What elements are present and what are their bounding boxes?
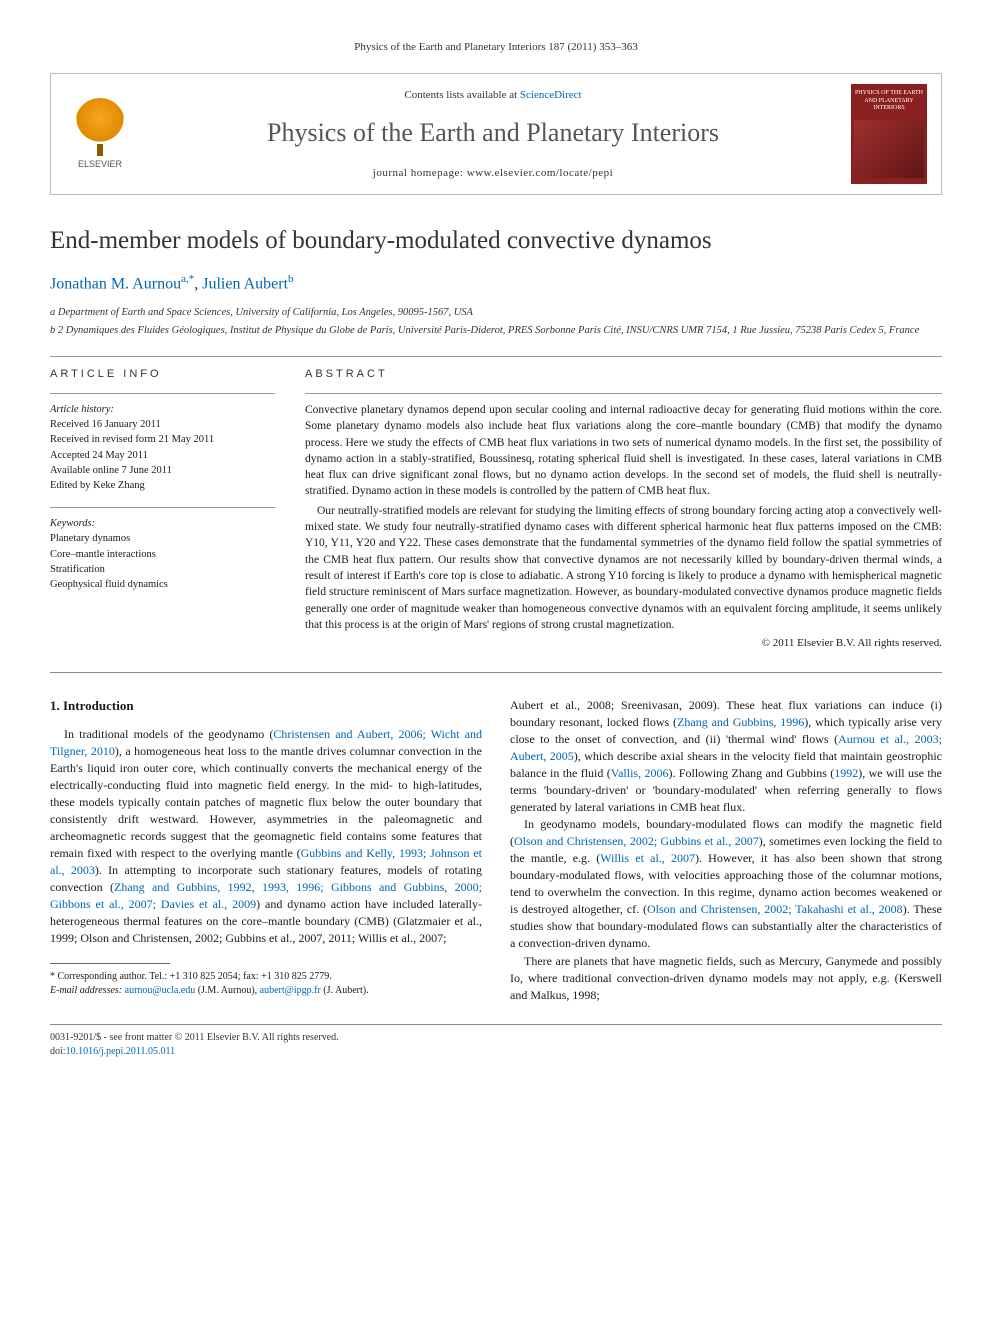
header-citation: Physics of the Earth and Planetary Inter… [50, 40, 942, 55]
doi-link[interactable]: 10.1016/j.pepi.2011.05.011 [66, 1046, 176, 1057]
elsevier-tree-icon [75, 98, 125, 148]
divider [50, 393, 275, 394]
footer-copyright: 0031-9201/$ - see front matter © 2011 El… [50, 1031, 942, 1045]
body-paragraph: In traditional models of the geodynamo (… [50, 726, 482, 947]
homepage-url[interactable]: www.elsevier.com/locate/pepi [467, 167, 613, 179]
email-who: (J. Aubert). [321, 985, 369, 996]
divider [305, 393, 942, 394]
homepage-prefix: journal homepage: [373, 167, 467, 179]
author-link[interactable]: Julien Aubert [202, 276, 288, 293]
footer-separator [50, 1024, 942, 1025]
divider [50, 672, 942, 673]
history-label: Article history: [50, 402, 275, 417]
author-link[interactable]: Jonathan M. Aurnou [50, 276, 181, 293]
email-who: (J.M. Aurnou), [195, 985, 259, 996]
email-link[interactable]: aurnou@ucla.edu [125, 985, 196, 996]
keyword: Core–mantle interactions [50, 547, 275, 562]
body-paragraph: In geodynamo models, boundary-modulated … [510, 816, 942, 952]
divider [50, 356, 942, 357]
article-info-heading: ARTICLE INFO [50, 367, 275, 382]
section-heading: 1. Introduction [50, 697, 482, 715]
abstract-column: ABSTRACT Convective planetary dynamos de… [305, 367, 942, 652]
abstract-paragraph: Convective planetary dynamos depend upon… [305, 402, 942, 500]
body-left-column: 1. Introduction In traditional models of… [50, 697, 482, 1004]
history-item: Edited by Keke Zhang [50, 478, 275, 493]
publisher-logo: ELSEVIER [65, 95, 135, 173]
emails-label: E-mail addresses: [50, 985, 125, 996]
sciencedirect-link[interactable]: ScienceDirect [520, 89, 582, 101]
journal-banner: ELSEVIER Contents lists available at Sci… [50, 73, 942, 195]
keywords-label: Keywords: [50, 516, 275, 531]
abstract-copyright: © 2011 Elsevier B.V. All rights reserved… [305, 636, 942, 652]
body-paragraph: There are planets that have magnetic fie… [510, 953, 942, 1004]
footer: 0031-9201/$ - see front matter © 2011 El… [50, 1031, 942, 1059]
journal-name: Physics of the Earth and Planetary Inter… [145, 115, 841, 151]
doi-label: doi: [50, 1046, 66, 1057]
body-right-column: Aubert et al., 2008; Sreenivasan, 2009).… [510, 697, 942, 1004]
author-sup: b [288, 273, 294, 285]
affiliation: b 2 Dynamiques des Fluides Géologiques, … [50, 324, 942, 338]
article-title: End-member models of boundary-modulated … [50, 223, 942, 258]
publisher-name: ELSEVIER [78, 158, 122, 171]
email-line: E-mail addresses: aurnou@ucla.edu (J.M. … [50, 984, 482, 998]
affiliation: a Department of Earth and Space Sciences… [50, 306, 942, 320]
keyword: Planetary dynamos [50, 531, 275, 546]
author-sup: a,* [181, 273, 194, 285]
divider [50, 507, 275, 508]
contents-line: Contents lists available at ScienceDirec… [145, 88, 841, 103]
cover-title: PHYSICS OF THE EARTH AND PLANETARY INTER… [854, 90, 924, 112]
keyword: Geophysical fluid dynamics [50, 577, 275, 592]
footnote-separator [50, 963, 170, 964]
cover-image [854, 120, 924, 178]
history-item: Available online 7 June 2011 [50, 463, 275, 478]
author-list: Jonathan M. Aurnoua,*, Julien Aubertb [50, 272, 942, 296]
history-item: Received in revised form 21 May 2011 [50, 432, 275, 447]
abstract-heading: ABSTRACT [305, 367, 942, 382]
contents-prefix: Contents lists available at [404, 89, 519, 101]
homepage-line: journal homepage: www.elsevier.com/locat… [145, 166, 841, 181]
history-item: Accepted 24 May 2011 [50, 448, 275, 463]
article-info-column: ARTICLE INFO Article history: Received 1… [50, 367, 275, 652]
corresponding-author-note: * Corresponding author. Tel.: +1 310 825… [50, 970, 482, 984]
history-item: Received 16 January 2011 [50, 417, 275, 432]
body-paragraph: Aubert et al., 2008; Sreenivasan, 2009).… [510, 697, 942, 816]
email-link[interactable]: aubert@ipgp.fr [260, 985, 321, 996]
journal-cover: PHYSICS OF THE EARTH AND PLANETARY INTER… [851, 84, 927, 184]
keyword: Stratification [50, 562, 275, 577]
abstract-paragraph: Our neutrally-stratified models are rele… [305, 503, 942, 634]
